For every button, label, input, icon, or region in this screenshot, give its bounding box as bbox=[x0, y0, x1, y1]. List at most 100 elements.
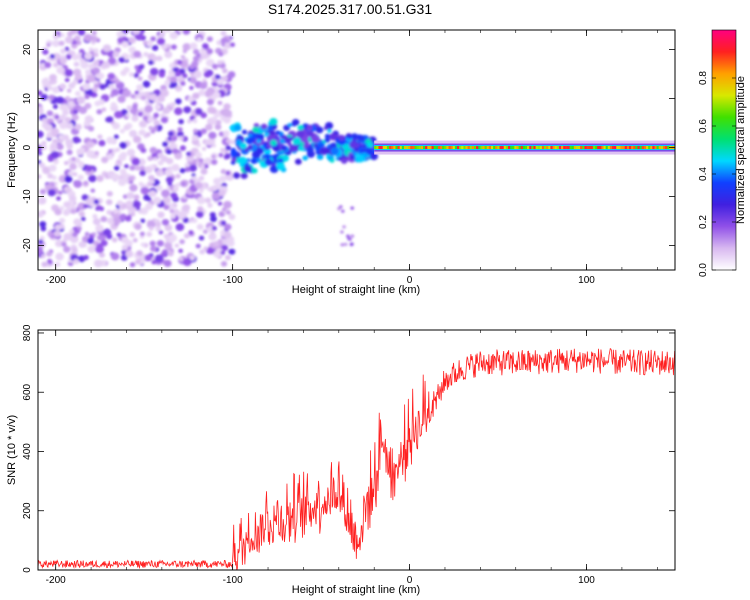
noise-blob bbox=[58, 40, 65, 46]
noise-blob bbox=[149, 146, 157, 154]
noise-blob bbox=[41, 122, 49, 129]
carrier-segment bbox=[444, 146, 447, 150]
noise-blob bbox=[170, 192, 178, 199]
noise-blob bbox=[107, 72, 115, 80]
noise-blob bbox=[126, 192, 135, 200]
noise-blob bbox=[39, 188, 47, 195]
noise-blob bbox=[60, 103, 69, 112]
carrier-segment bbox=[437, 146, 441, 150]
noise-blob bbox=[40, 93, 48, 101]
onset-blob bbox=[296, 130, 305, 138]
noise-blob bbox=[225, 145, 232, 151]
noise-blob bbox=[188, 164, 197, 172]
noise-blob bbox=[174, 85, 183, 92]
onset-blob bbox=[298, 145, 305, 151]
carrier-segment bbox=[412, 146, 416, 150]
noise-blob bbox=[105, 79, 111, 84]
carrier-segment bbox=[609, 146, 613, 150]
carrier-segment bbox=[658, 146, 662, 150]
noise-blob bbox=[60, 48, 67, 54]
noise-blob bbox=[73, 218, 82, 226]
noise-blob bbox=[201, 146, 207, 151]
noise-blob bbox=[157, 160, 164, 166]
carrier-segment bbox=[493, 146, 496, 150]
noise-blob bbox=[123, 164, 129, 169]
noise-blob bbox=[203, 246, 209, 251]
noise-blob bbox=[158, 171, 164, 176]
noise-blob bbox=[95, 245, 104, 254]
noise-blob bbox=[192, 55, 200, 62]
onset-blob bbox=[348, 152, 353, 157]
noise-blob bbox=[83, 204, 88, 209]
noise-blob bbox=[175, 223, 185, 232]
noise-blob bbox=[106, 217, 115, 225]
noise-blob bbox=[113, 221, 120, 227]
carrier-segment bbox=[654, 146, 658, 150]
colorbar-tick-label: 0.6 bbox=[698, 119, 709, 133]
noise-blob bbox=[62, 134, 70, 141]
noise-blob bbox=[38, 130, 44, 138]
onset-blob bbox=[318, 142, 325, 148]
onset-blob bbox=[306, 124, 313, 131]
noise-blob bbox=[135, 68, 142, 74]
noise-blob bbox=[151, 44, 159, 51]
onset-blob bbox=[269, 117, 278, 126]
noise-blob bbox=[142, 115, 149, 121]
onset-blob bbox=[239, 142, 247, 150]
noise-blob bbox=[211, 81, 218, 87]
noise-blob bbox=[59, 83, 67, 90]
noise-blob bbox=[172, 186, 178, 191]
noise-blob bbox=[73, 180, 83, 188]
noise-blob bbox=[73, 61, 80, 67]
noise-blob bbox=[218, 51, 224, 57]
noise-blob bbox=[203, 157, 213, 166]
carrier-segment bbox=[454, 146, 458, 150]
noise-blob bbox=[65, 138, 74, 147]
onset-blob bbox=[347, 135, 352, 140]
noise-blob bbox=[218, 152, 224, 158]
noise-blob bbox=[93, 52, 99, 58]
noise-blob bbox=[129, 262, 136, 268]
noise-blob bbox=[96, 175, 104, 182]
noise-blob bbox=[47, 231, 53, 237]
carrier-segment bbox=[423, 146, 426, 150]
noise-blob bbox=[92, 214, 98, 219]
noise-blob bbox=[47, 189, 56, 197]
noise-blob bbox=[40, 254, 46, 259]
noise-blob bbox=[42, 48, 49, 55]
noise-blob bbox=[78, 211, 85, 217]
noise-blob bbox=[100, 239, 108, 247]
carrier-segment bbox=[425, 146, 428, 150]
noise-blob bbox=[136, 250, 143, 257]
noise-blob bbox=[96, 109, 103, 115]
carrier-segment bbox=[384, 146, 388, 150]
noise-blob bbox=[177, 211, 187, 219]
carrier-segment bbox=[414, 146, 418, 150]
noise-blob bbox=[194, 108, 203, 116]
carrier-segment bbox=[476, 146, 479, 150]
noise-blob bbox=[121, 244, 128, 251]
carrier-segment bbox=[539, 146, 543, 150]
noise-blob bbox=[116, 30, 124, 38]
noise-blob bbox=[210, 215, 217, 223]
noise-blob bbox=[220, 220, 227, 226]
carrier-segment bbox=[571, 146, 575, 150]
noise-blob bbox=[143, 51, 149, 57]
carrier-segment bbox=[395, 146, 399, 150]
noise-blob bbox=[220, 147, 225, 153]
carrier-segment bbox=[397, 146, 401, 150]
noise-blob bbox=[192, 118, 198, 124]
noise-blob bbox=[69, 235, 79, 244]
noise-blob bbox=[134, 165, 141, 171]
noise-blob bbox=[69, 229, 75, 234]
onset-blob bbox=[324, 133, 330, 139]
colorbar-tick-label: 0.8 bbox=[698, 71, 709, 85]
noise-blob bbox=[76, 96, 86, 105]
tail-blob bbox=[350, 206, 355, 210]
onset-blob bbox=[234, 124, 242, 132]
noise-blob bbox=[66, 149, 73, 156]
noise-blob bbox=[88, 47, 94, 52]
noise-blob bbox=[134, 65, 140, 70]
noise-blob bbox=[83, 180, 89, 185]
